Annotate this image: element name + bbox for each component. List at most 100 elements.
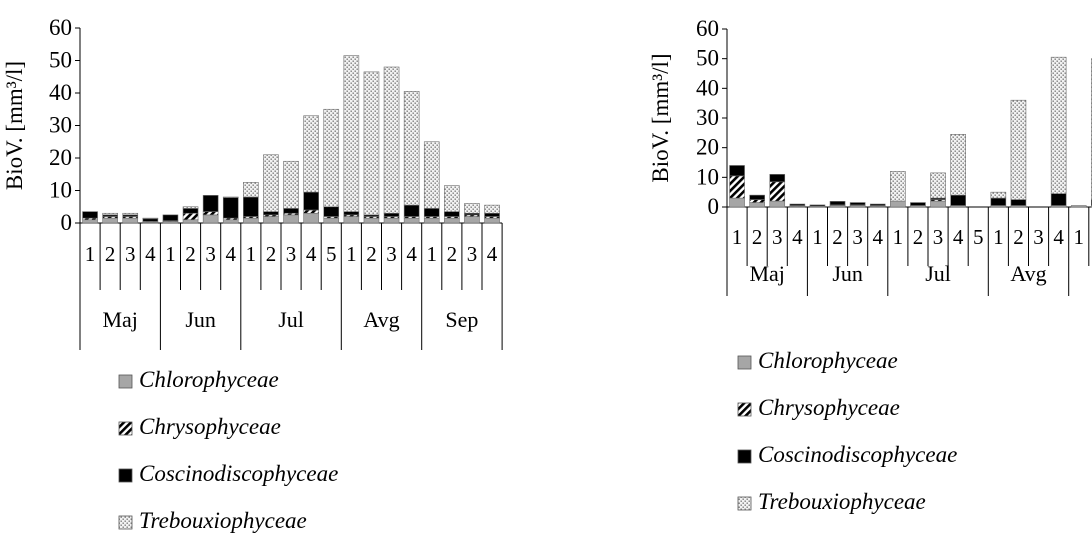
y-tick-label: 50 <box>696 46 719 71</box>
x-week-label: 4 <box>487 242 498 266</box>
bar-segment-coscinodiscophyceae <box>789 203 806 206</box>
bar-segment-coscinodiscophyceae <box>1050 193 1067 206</box>
x-week-label: 2 <box>447 242 458 266</box>
legend-label-chrysophyceae: Chrysophyceae <box>758 395 900 420</box>
bar-segment-chlorophyceae <box>363 217 380 224</box>
x-week-label: 3 <box>125 242 136 266</box>
bar-segment-coscinodiscophyceae <box>809 204 826 207</box>
x-week-label: 3 <box>467 242 478 266</box>
x-week-label: 4 <box>792 225 803 249</box>
bar-segment-coscinodiscophyceae <box>1010 199 1027 206</box>
bar-segment-trebouxiophyceae <box>283 160 299 209</box>
x-week-label: 3 <box>386 242 397 266</box>
x-month-label: Sep <box>445 307 478 332</box>
bar-segment-trebouxiophyceae <box>343 55 360 212</box>
x-week-label: 3 <box>852 225 863 249</box>
legend-right: Chlorophyceae Chrysophyceae Coscinodiscoph… <box>737 348 957 514</box>
bar-segment-coscinodiscophyceae <box>849 202 866 206</box>
legend-swatch-trebouxiophyceae <box>118 515 133 530</box>
bar-segment-chlorophyceae <box>749 202 765 208</box>
bar-segment-coscinodiscophyceae <box>829 201 846 206</box>
x-week-label: 2 <box>266 242 277 266</box>
legend-swatch-chrysophyceae <box>737 402 752 417</box>
bar-segment-chlorophyceae <box>263 216 279 224</box>
bar-segment-coscinodiscophyceae <box>343 211 360 216</box>
bar-segment-trebouxiophyceae <box>303 115 319 193</box>
y-tick-label: 10 <box>696 164 719 189</box>
bar-segment-coscinodiscophyceae <box>142 218 159 222</box>
bar-segment-chrysophyceae <box>769 181 786 202</box>
bar-segment-trebouxiophyceae <box>363 71 380 216</box>
y-tick-label: 60 <box>696 16 719 41</box>
bar-segment-coscinodiscophyceae <box>869 203 886 206</box>
x-week-label: 3 <box>286 242 297 266</box>
bar-segment-trebouxiophyceae <box>950 134 966 196</box>
bar-segment-trebouxiophyceae <box>484 204 500 214</box>
legend-swatch-trebouxiophyceae <box>737 496 752 511</box>
x-week-label: 1 <box>812 225 823 249</box>
bar-segment-coscinodiscophyceae <box>769 174 786 183</box>
y-tick-label: 10 <box>49 178 72 203</box>
legend-label-trebouxiophyceae: Trebouxiophyceae <box>139 508 307 533</box>
x-week-label: 2 <box>832 225 843 249</box>
legend-label-coscinodiscophyceae: Coscinodiscophyceae <box>139 461 338 486</box>
bar-segment-trebouxiophyceae <box>243 182 259 198</box>
bar-segment-coscinodiscophyceae <box>910 202 926 206</box>
bar-segment-chlorophyceae <box>423 217 440 224</box>
bar-segment-coscinodiscophyceae <box>749 194 765 200</box>
bar-segment-coscinodiscophyceae <box>950 194 966 206</box>
bar-segment-coscinodiscophyceae <box>423 208 440 217</box>
y-tick-label: 30 <box>696 105 719 130</box>
x-month-label: Maj <box>102 307 137 332</box>
legend-label-chlorophyceae: Chlorophyceae <box>758 348 898 373</box>
x-week-label: 2 <box>105 242 116 266</box>
legend-swatch-coscinodiscophyceae <box>118 468 133 483</box>
x-month-label: Jun <box>832 261 863 286</box>
bar-segment-chlorophyceae <box>283 214 299 224</box>
y-tick-label: 20 <box>49 145 72 170</box>
legend-swatch-chlorophyceae <box>737 355 752 370</box>
bar-segment-chlorophyceae <box>464 216 480 224</box>
bar-segment-coscinodiscophyceae <box>323 206 340 217</box>
bar-segment-chlorophyceae <box>222 219 239 224</box>
bar-segment-trebouxiophyceae <box>222 196 239 198</box>
x-week-label: 3 <box>933 225 944 249</box>
bar-segment-chlorophyceae <box>343 216 360 224</box>
bar-segment-coscinodiscophyceae <box>283 208 299 214</box>
bar-segment-trebouxiophyceae <box>1050 56 1067 194</box>
bar-segment-coscinodiscophyceae <box>383 212 400 217</box>
bar-segment-coscinodiscophyceae <box>403 204 420 217</box>
x-week-label: 1 <box>246 242 257 266</box>
bar-segment-trebouxiophyceae <box>464 203 480 214</box>
x-week-label: 1 <box>1074 225 1085 249</box>
legend-left: Chlorophyceae Chrysophyceae Coscinodiscoph… <box>118 367 338 533</box>
x-month-label: Jun <box>185 307 216 332</box>
x-month-label: Avg <box>1010 261 1046 286</box>
bar-segment-coscinodiscophyceae <box>222 197 239 219</box>
x-week-label: 3 <box>772 225 783 249</box>
bar-segment-chlorophyceae <box>930 200 946 208</box>
bar-segment-chlorophyceae <box>769 200 786 208</box>
bar-segment-coscinodiscophyceae <box>263 211 279 216</box>
y-tick-label: 20 <box>696 135 719 160</box>
legend-swatch-chlorophyceae <box>118 374 133 389</box>
x-week-label: 5 <box>326 242 337 266</box>
y-tick-label: 40 <box>49 80 72 105</box>
bar-segment-trebouxiophyceae <box>930 172 946 199</box>
bar-segment-chlorophyceae <box>729 197 745 208</box>
bar-segment-trebouxiophyceae <box>444 185 460 212</box>
bar-segment-chlorophyceae <box>403 217 420 224</box>
bar-segment-coscinodiscophyceae <box>82 211 98 219</box>
x-week-label: 2 <box>913 225 924 249</box>
x-week-label: 1 <box>346 242 357 266</box>
bar-segment-chrysophyceae <box>749 199 765 203</box>
bar-segment-trebouxiophyceae <box>182 206 199 209</box>
x-week-label: 1 <box>427 242 438 266</box>
bar-segment-coscinodiscophyceae <box>303 191 319 211</box>
x-week-label: 4 <box>953 225 964 249</box>
x-month-label: Jul <box>278 307 304 332</box>
bar-segment-trebouxiophyceae <box>102 212 118 216</box>
bar-segment-trebouxiophyceae <box>423 141 440 209</box>
bar-segment-trebouxiophyceae <box>383 66 400 214</box>
